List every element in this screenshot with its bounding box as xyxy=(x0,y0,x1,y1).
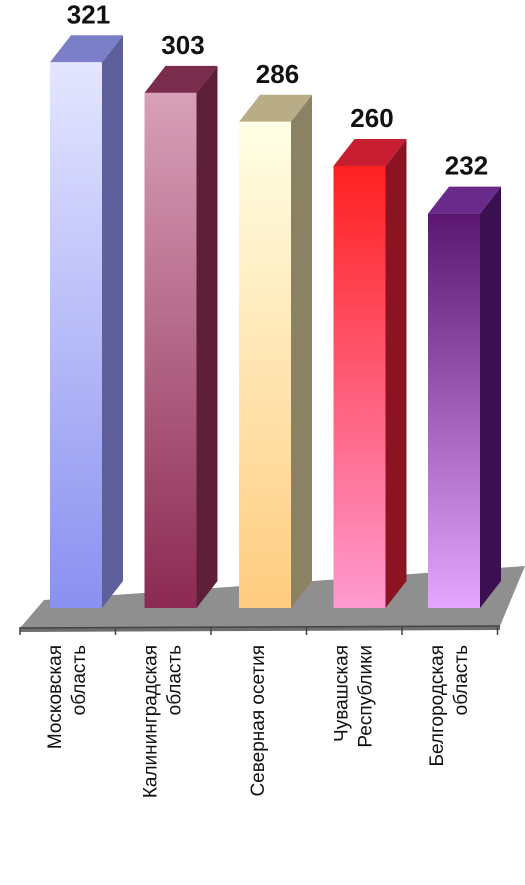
category-label-3: Северная осетия xyxy=(248,645,269,797)
bar-top-face xyxy=(144,65,218,93)
bar-front-face xyxy=(50,62,102,609)
category-label-line: Московская xyxy=(45,645,66,749)
bar-3 xyxy=(239,94,312,609)
category-label-1: Московская область xyxy=(45,645,90,749)
data-label-1: 321 xyxy=(67,0,110,29)
category-label-line: Северная осетия xyxy=(248,645,269,797)
data-label-4: 260 xyxy=(350,103,393,133)
bar-4 xyxy=(333,139,407,608)
category-label-line: область xyxy=(451,645,472,715)
category-label-line: область xyxy=(165,645,186,715)
bar-top-face xyxy=(50,35,123,63)
bar-top-face xyxy=(428,186,501,214)
data-label-2: 303 xyxy=(161,30,204,60)
bar-front-face xyxy=(144,92,197,608)
data-label-5: 232 xyxy=(445,151,488,181)
bar-1 xyxy=(50,35,123,609)
bar-5 xyxy=(428,186,501,608)
bar-top-face xyxy=(333,139,407,166)
bar-side-face xyxy=(480,186,501,608)
bar-top-face xyxy=(239,94,312,122)
category-label-line: Чувашская xyxy=(332,645,353,742)
x-axis-line xyxy=(19,625,501,629)
chart-data-labels-layer: 321 303 286 260 232 xyxy=(67,0,488,181)
category-label-5: Белгородская область xyxy=(427,645,472,767)
category-label-2: Калининградская область xyxy=(141,645,186,798)
bar-2 xyxy=(144,65,218,608)
bar-front-face xyxy=(239,121,291,609)
bar-front-face xyxy=(333,166,386,608)
category-label-line: Республики xyxy=(356,645,377,748)
category-label-line: Белгородская xyxy=(427,645,448,766)
chart-bars-layer xyxy=(50,35,501,609)
bar-side-face xyxy=(385,139,407,608)
category-label-line: область xyxy=(69,645,90,715)
bar-side-face xyxy=(291,94,312,609)
chart-category-labels-layer: Московская область Калининградская область С… xyxy=(45,645,472,798)
bar-front-face xyxy=(428,213,480,608)
category-label-4: Чувашская Республики xyxy=(332,645,377,748)
bar-side-face xyxy=(102,35,123,609)
bar-side-face xyxy=(196,65,218,608)
category-label-line: Калининградская xyxy=(141,645,162,798)
data-label-3: 286 xyxy=(256,59,299,89)
